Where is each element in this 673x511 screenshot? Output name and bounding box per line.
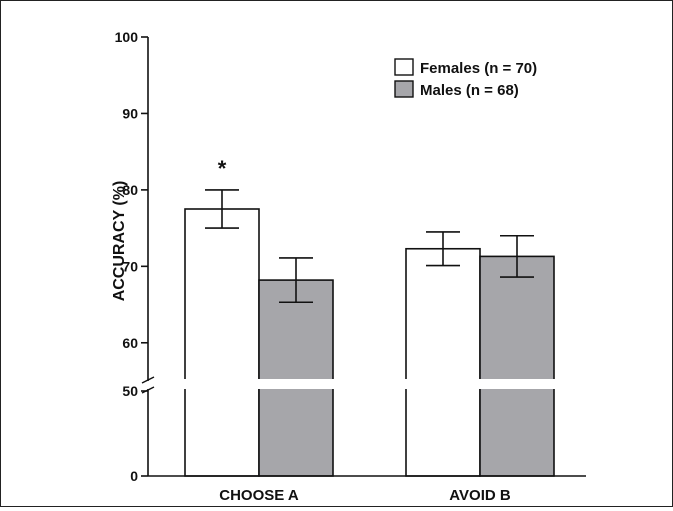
y-tick-label: 0 bbox=[130, 468, 138, 484]
bar-avoid-b-females bbox=[405, 247, 481, 477]
y-axis: 0 50 60 70 80 90 100 bbox=[115, 29, 155, 484]
y-tick-label: 70 bbox=[122, 258, 138, 274]
legend-label-males: Males (n = 68) bbox=[420, 82, 519, 99]
legend-swatch-females bbox=[394, 58, 414, 76]
y-tick-label: 60 bbox=[122, 335, 138, 351]
bar-choose-a-females bbox=[184, 208, 260, 477]
y-tick-label: 80 bbox=[122, 182, 138, 198]
significance-asterisk: * bbox=[218, 156, 227, 181]
y-tick-label: 50 bbox=[122, 383, 138, 399]
y-tick-label: 90 bbox=[122, 105, 138, 121]
error-bars-layer bbox=[205, 189, 534, 304]
axis-break-band bbox=[142, 379, 562, 389]
bar-avoid-b-males bbox=[479, 255, 555, 477]
legend-label-females: Females (n = 70) bbox=[420, 60, 537, 77]
x-tick-label: AVOID B bbox=[449, 487, 511, 504]
legend: Females (n = 70) Males (n = 68) bbox=[394, 58, 537, 99]
legend-swatch-males bbox=[394, 80, 414, 98]
x-tick-label: CHOOSE A bbox=[219, 487, 299, 504]
axis-break-mark bbox=[141, 386, 155, 394]
bar-choose-a-males bbox=[258, 279, 334, 477]
y-tick-label: 100 bbox=[115, 29, 139, 45]
bars-layer bbox=[184, 208, 555, 477]
y-axis-label: ACCURACY (%) bbox=[111, 181, 128, 302]
annotations-layer: * bbox=[218, 156, 227, 181]
x-axis: CHOOSE A AVOID B bbox=[148, 475, 586, 504]
axis-break-mark bbox=[141, 376, 155, 384]
axis-break bbox=[142, 379, 562, 389]
